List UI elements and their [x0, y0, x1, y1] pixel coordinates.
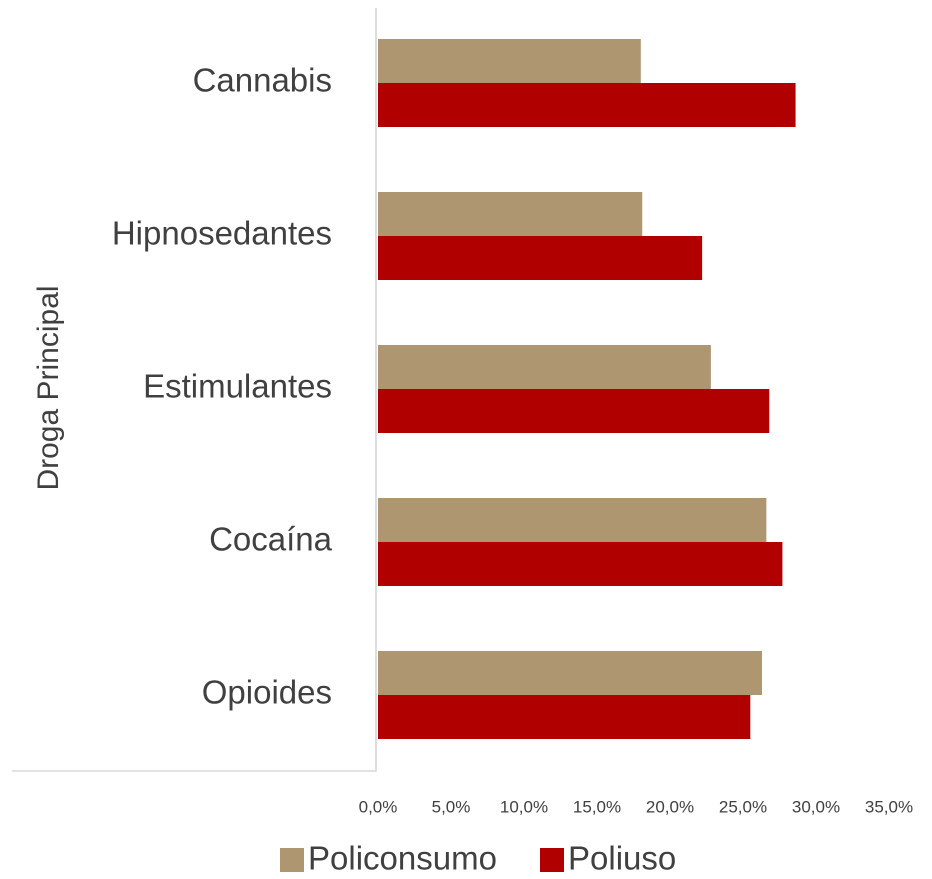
x-tick-label: 30,0% [792, 797, 840, 816]
bar-poliuso-3 [378, 542, 783, 586]
x-tick-label: 25,0% [719, 797, 767, 816]
x-tick-labels: 0,0% 5,0% 10,0% 15,0% 20,0% 25,0% 30,0% 35,0% [359, 797, 913, 816]
x-tick-label: 5,0% [432, 797, 471, 816]
legend-swatch-policonsumo [280, 848, 304, 872]
category-label: Estimulantes [143, 368, 332, 405]
x-tick-label: 0,0% [359, 797, 398, 816]
legend-swatch-poliuso [540, 848, 564, 872]
category-label: Cannabis [193, 62, 332, 99]
y-axis-title: Droga Principal [32, 285, 65, 490]
bar-policonsumo-4 [378, 651, 762, 695]
bar-policonsumo-0 [378, 39, 641, 83]
legend-label-poliuso: Poliuso [568, 840, 676, 877]
x-tick-label: 10,0% [500, 797, 548, 816]
bar-poliuso-2 [378, 389, 770, 433]
category-label: Cocaína [209, 521, 333, 558]
x-tick-label: 20,0% [646, 797, 694, 816]
x-tick-label: 15,0% [573, 797, 621, 816]
bar-poliuso-0 [378, 83, 796, 127]
bar-policonsumo-1 [378, 192, 643, 236]
bar-poliuso-1 [378, 236, 703, 280]
category-label: Hipnosedantes [112, 215, 332, 252]
bar-poliuso-4 [378, 695, 751, 739]
bars-group [378, 39, 796, 739]
category-label: Opioides [202, 674, 332, 711]
legend-label-policonsumo: Policonsumo [308, 840, 497, 877]
legend: Policonsumo Poliuso [280, 840, 676, 877]
x-tick-label: 35,0% [865, 797, 913, 816]
category-labels: Cannabis Hipnosedantes Estimulantes Cocaína… [112, 62, 333, 711]
bar-policonsumo-3 [378, 498, 767, 542]
bar-policonsumo-2 [378, 345, 711, 389]
